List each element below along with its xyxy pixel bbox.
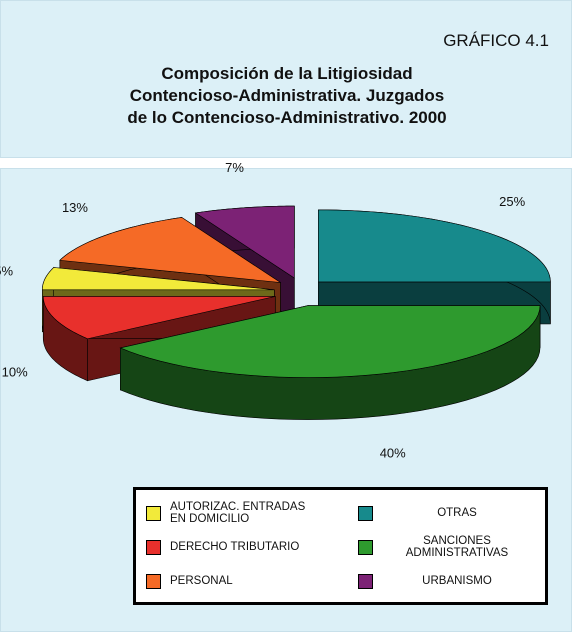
slice-top (194, 205, 295, 279)
data-label: 10% (2, 364, 28, 379)
legend-label: OTRAS (437, 507, 477, 519)
slice-top (119, 305, 541, 378)
legend-swatch (146, 505, 161, 521)
data-label: 7% (225, 160, 244, 175)
legend-label: AUTORIZAC. ENTRADAS EN DOMICILIO (170, 501, 306, 525)
slice-top (42, 267, 275, 291)
data-label: 13% (62, 200, 88, 215)
header-panel: GRÁFICO 4.1 Composición de la Litigiosid… (0, 0, 572, 158)
data-label: 40% (380, 446, 406, 461)
slice-top (59, 217, 281, 283)
legend-item: SANCIONES ADMINISTRATIVAS (358, 535, 532, 559)
data-label: 5% (0, 264, 14, 279)
chart-title: Composición de la Litigiosidad Contencio… (127, 64, 447, 127)
legend-item: DERECHO TRIBUTARIO (146, 536, 299, 558)
slice-top (318, 209, 551, 283)
legend-swatch (146, 539, 161, 555)
figure-label: GRÁFICO 4.1 (443, 31, 549, 50)
legend-item: PERSONAL (146, 570, 233, 592)
slice-top (42, 296, 276, 340)
legend-label: URBANISMO (422, 575, 492, 587)
legend-swatch (358, 505, 373, 521)
legend: OTRAS SANCIONES ADMINISTRATIVAS DERECHO TR… (133, 487, 548, 605)
legend-label: DERECHO TRIBUTARIO (170, 541, 300, 553)
pie-slice (119, 305, 541, 420)
legend-swatch (146, 573, 161, 589)
legend-item: URBANISMO (358, 570, 532, 592)
legend-swatch (358, 573, 373, 589)
legend-item: OTRAS (358, 502, 532, 524)
legend-label: SANCIONES ADMINISTRATIVAS (405, 535, 509, 559)
legend-swatch (358, 539, 373, 555)
data-label: 25% (499, 194, 525, 209)
legend-label: PERSONAL (170, 575, 233, 587)
legend-item: AUTORIZAC. ENTRADAS EN DOMICILIO (146, 501, 306, 525)
